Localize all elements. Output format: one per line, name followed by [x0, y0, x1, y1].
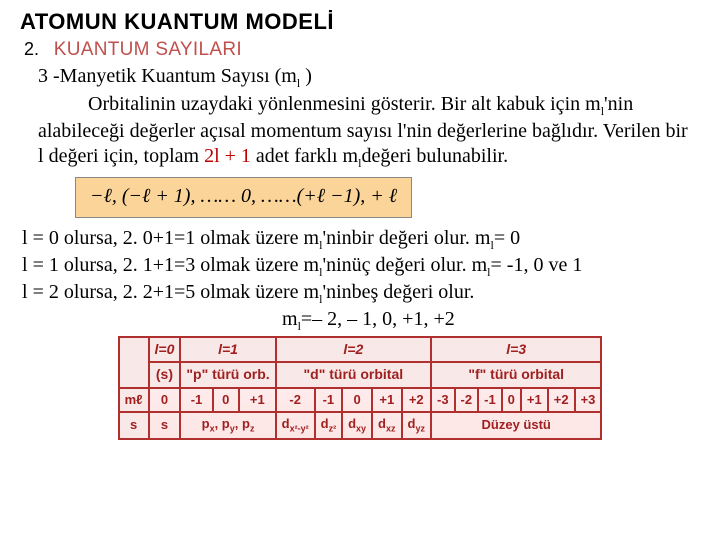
- sub-title: KUANTUM SAYILARI: [54, 39, 242, 60]
- section-heading: 3 -Manyetik Kuantum Sayısı (ml ): [38, 64, 700, 91]
- case-line-0: l = 0 olursa, 2. 0+1=1 olmak üzere ml'ni…: [22, 226, 700, 253]
- table-ml-row: mℓ 0 -1 0 +1 -2 -1 0 +1 +2 -3 -2 -1 0 +1…: [119, 388, 602, 412]
- orbital-table: l=0 l=1 l=2 l=3 (s) "p" türü orb. "d" tü…: [118, 336, 603, 440]
- table-s-row: s s px, py, pz dx²-y² dz² dxy dxz dyz Dü…: [119, 412, 602, 439]
- case-line-1: l = 1 olursa, 2. 1+1=3 olmak üzere ml'ni…: [22, 253, 700, 280]
- table-subheader-row: (s) "p" türü orb. "d" türü orbital "f" t…: [119, 362, 602, 388]
- cases-block: l = 0 olursa, 2. 0+1=1 olmak üzere ml'ni…: [22, 226, 700, 334]
- table-header-row: l=0 l=1 l=2 l=3: [119, 337, 602, 363]
- main-title: ATOMUN KUANTUM MODELİ: [20, 9, 334, 34]
- ml-values-line: ml=– 2, – 1, 0, +1, +2: [282, 307, 700, 334]
- case-line-2: l = 2 olursa, 2. 2+1=5 olmak üzere ml'ni…: [22, 280, 700, 307]
- body-paragraph: Orbitalinin uzaydaki yönlenmesini göster…: [38, 92, 692, 171]
- section-number: 2.: [24, 39, 39, 59]
- formula-box: −ℓ, (−ℓ + 1), …… 0, ……(+ℓ −1), + ℓ: [75, 177, 700, 218]
